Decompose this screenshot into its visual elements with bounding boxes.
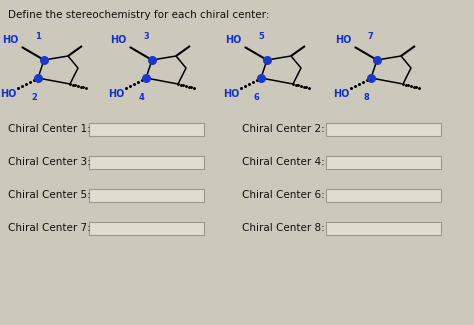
Text: HO: HO xyxy=(224,89,240,99)
Text: HO: HO xyxy=(336,35,352,45)
Text: 6: 6 xyxy=(254,93,260,102)
FancyBboxPatch shape xyxy=(326,155,441,168)
Text: HO: HO xyxy=(0,89,17,99)
Text: Chiral Center 7:: Chiral Center 7: xyxy=(8,223,91,233)
FancyBboxPatch shape xyxy=(89,123,204,136)
Text: HO: HO xyxy=(226,35,242,45)
Text: Define the stereochemistry for each chiral center:: Define the stereochemistry for each chir… xyxy=(8,10,270,20)
Text: Chiral Center 2:: Chiral Center 2: xyxy=(242,124,325,134)
FancyBboxPatch shape xyxy=(326,222,441,235)
Text: Chiral Center 1:: Chiral Center 1: xyxy=(8,124,91,134)
Text: HO: HO xyxy=(334,89,350,99)
Text: 1: 1 xyxy=(35,32,41,41)
Text: 2: 2 xyxy=(31,93,37,102)
Text: 4: 4 xyxy=(139,93,145,102)
FancyBboxPatch shape xyxy=(326,123,441,136)
FancyBboxPatch shape xyxy=(326,188,441,202)
Text: Chiral Center 6:: Chiral Center 6: xyxy=(242,190,325,200)
Text: 5: 5 xyxy=(258,32,264,41)
FancyBboxPatch shape xyxy=(89,188,204,202)
Text: Chiral Center 8:: Chiral Center 8: xyxy=(242,223,325,233)
Text: Chiral Center 3:: Chiral Center 3: xyxy=(8,157,91,167)
Text: 7: 7 xyxy=(368,32,374,41)
FancyBboxPatch shape xyxy=(89,222,204,235)
Text: HO: HO xyxy=(3,35,19,45)
Text: Chiral Center 4:: Chiral Center 4: xyxy=(242,157,325,167)
Text: HO: HO xyxy=(109,89,125,99)
Text: 8: 8 xyxy=(364,93,370,102)
Text: 3: 3 xyxy=(143,32,149,41)
FancyBboxPatch shape xyxy=(89,155,204,168)
Text: HO: HO xyxy=(110,35,127,45)
Text: Chiral Center 5:: Chiral Center 5: xyxy=(8,190,91,200)
